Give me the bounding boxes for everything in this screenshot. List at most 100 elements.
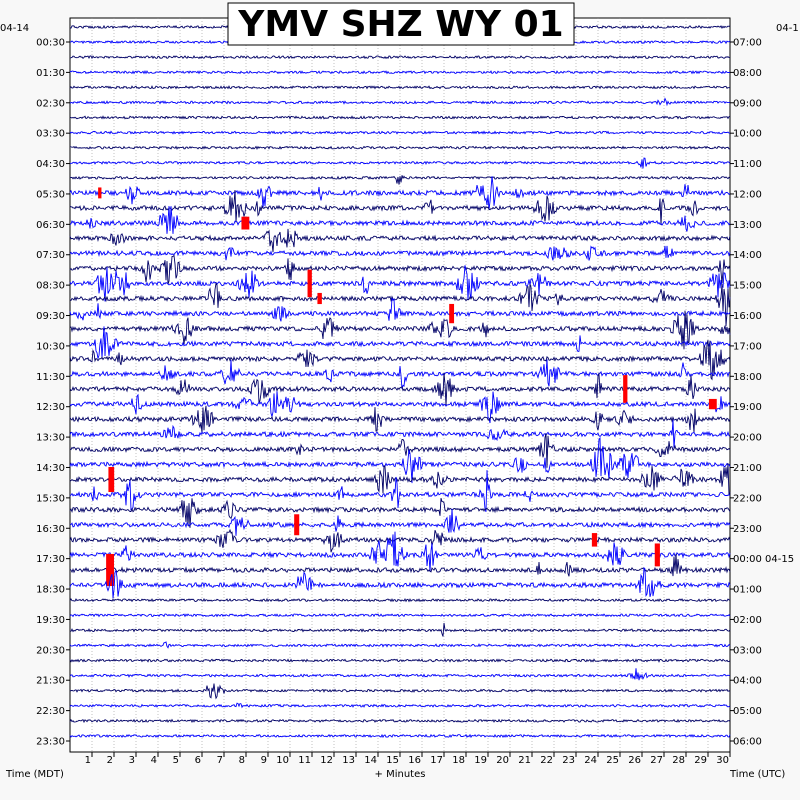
x-tick-label: 24: [584, 755, 597, 766]
trace-line: [69, 528, 731, 553]
left-tick-label: 02:30: [36, 98, 65, 109]
x-tick-label: 23: [562, 755, 575, 766]
trace-line: [69, 702, 731, 709]
left-tick-label: 10:30: [36, 341, 65, 352]
left-tick-label: 05:30: [36, 189, 65, 200]
left-tick-label: 08:30: [36, 281, 65, 292]
right-tick-label: 20:00: [733, 433, 762, 444]
clipped-trace: [241, 216, 250, 230]
x-tick-label: 9: [261, 755, 267, 766]
trace-line: [69, 613, 731, 618]
left-tick-label: 16:30: [36, 524, 65, 535]
right-tick-label: 08:00: [733, 68, 762, 79]
trace-line: [69, 55, 731, 60]
x-tick-label: 21: [518, 755, 531, 766]
right-tick-label: 21:00: [733, 463, 762, 474]
left-tick-label: 13:30: [36, 433, 65, 444]
x-tick-label: 1: [85, 755, 91, 766]
x-axis-ticks: 1 2 3 4 5 6 7 8 9 10 11 12 13 14 15 16 17 18 19 20 21 22 23 24 2…: [85, 752, 731, 766]
trace-line: [69, 718, 731, 724]
left-tick-label: 15:30: [36, 493, 65, 504]
trace-line: [69, 157, 731, 169]
clipped-trace: [449, 303, 455, 324]
trace-line: [69, 553, 731, 577]
clipped-trace: [654, 543, 660, 567]
trace-line: [69, 622, 731, 637]
x-tick-label: 27: [650, 755, 663, 766]
trace-line: [69, 297, 731, 322]
x-tick-label: 19: [474, 755, 487, 766]
x-tick-label: 25: [606, 755, 619, 766]
left-tick-label: 22:30: [36, 706, 65, 717]
trace-line: [69, 508, 731, 536]
trace-line: [69, 115, 731, 120]
left-tick-label: 00:30: [36, 38, 65, 49]
x-tick-label: 8: [239, 755, 245, 766]
trace-line: [69, 326, 731, 359]
x-tick-label: 7: [217, 755, 223, 766]
left-axis-ticks: 00:30 01:30 02:30 03:30 04:30 05:30 06:30 07:30…: [36, 38, 70, 748]
right-tick-label: 02:00: [733, 615, 762, 626]
left-tick-label: 20:30: [36, 645, 65, 656]
left-tick-label: 07:30: [36, 250, 65, 261]
left-tick-label: 09:30: [36, 311, 65, 322]
trace-line: [69, 85, 730, 90]
x-tick-label: 16: [408, 755, 421, 766]
right-tick-label: 16:00: [733, 311, 762, 322]
left-tick-label: 21:30: [36, 676, 65, 687]
right-tick-label: 06:00: [733, 737, 762, 748]
trace-line: [69, 228, 731, 253]
x-tick-label: 22: [540, 755, 553, 766]
trace-line: [69, 265, 731, 302]
trace-line: [69, 175, 731, 185]
chart-title: YMV SHZ WY 01: [237, 4, 563, 45]
x-tick-label: 29: [694, 755, 707, 766]
trace-line: [69, 359, 731, 390]
left-tick-label: 23:30: [36, 737, 65, 748]
trace-line: [69, 531, 731, 572]
right-tick-label: 18:00: [733, 372, 762, 383]
trace-line: [69, 205, 731, 234]
x-tick-label: 15: [386, 755, 399, 766]
x-axis-label: + Minutes: [375, 769, 426, 780]
right-tick-label: 23:00: [733, 524, 762, 535]
trace-line: [69, 419, 731, 449]
right-tick-label: 00:00 04-15: [733, 554, 794, 565]
left-tick-label: 18:30: [36, 585, 65, 596]
trace-line: [69, 176, 731, 211]
clipped-trace: [106, 553, 115, 587]
trace-line: [69, 310, 731, 350]
x-tick-label: 18: [452, 755, 465, 766]
trace-line: [69, 683, 731, 700]
left-tick-label: 19:30: [36, 615, 65, 626]
trace-line: [69, 372, 731, 406]
trace-line: [69, 433, 731, 468]
trace-line: [69, 463, 731, 496]
trace-line: [69, 339, 731, 381]
right-tick-label: 01:00: [733, 585, 762, 596]
clipped-trace: [623, 375, 628, 403]
trace-line: [69, 405, 731, 434]
left-tick-label: 01:30: [36, 68, 65, 79]
left-tick-label: 12:30: [36, 402, 65, 413]
left-tick-label: 11:30: [36, 372, 65, 383]
right-tick-label: 03:00: [733, 645, 762, 656]
clipped-trace: [708, 398, 717, 410]
trace-line: [69, 566, 731, 599]
right-tick-label: 19:00: [733, 402, 762, 413]
trace-line: [69, 658, 731, 663]
trace-line: [69, 733, 731, 739]
clipped-trace: [307, 269, 312, 298]
right-tick-label: 14:00: [733, 250, 762, 261]
right-tick-label: 11:00: [733, 159, 762, 170]
x-tick-label: 28: [672, 755, 685, 766]
trace-line: [69, 668, 731, 681]
left-axis-label: Time (MDT): [5, 769, 64, 780]
title-box: [227, 2, 575, 46]
x-tick-label: 2: [107, 755, 113, 766]
trace-line: [69, 597, 731, 603]
trace-line: [69, 130, 731, 135]
trace-line: [69, 436, 731, 484]
